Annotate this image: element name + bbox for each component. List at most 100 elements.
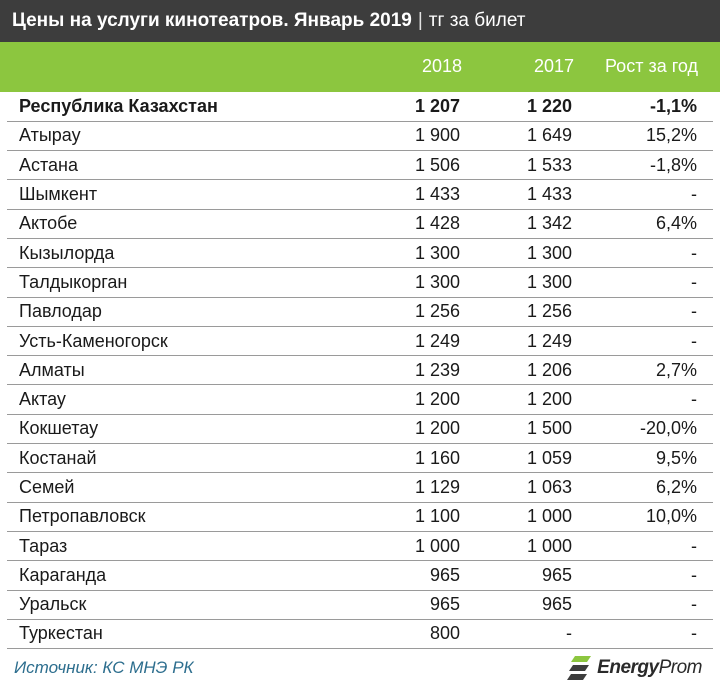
region-name-cell: Тараз bbox=[7, 531, 357, 562]
value-2018-cell: 1 000 bbox=[357, 531, 462, 562]
value-2018-cell: 1 207 bbox=[357, 92, 462, 122]
table-row: Атырау 1 900 1 649 15,2% bbox=[7, 121, 713, 152]
value-2017-cell: 1 200 bbox=[462, 384, 574, 415]
growth-cell: - bbox=[574, 179, 713, 210]
table-row: Алматы 1 239 1 206 2,7% bbox=[7, 355, 713, 386]
value-2017-cell: 1 500 bbox=[462, 414, 574, 445]
table-row: Талдыкорган 1 300 1 300- bbox=[7, 267, 713, 298]
value-2017-cell: 965 bbox=[462, 590, 574, 620]
prices-table: Республика Казахстан 1 207 1 220 -1,1% Атыра… bbox=[7, 92, 713, 650]
growth-cell: - bbox=[574, 326, 713, 357]
growth-cell: - bbox=[574, 531, 713, 562]
value-2018-cell: 1 433 bbox=[357, 179, 462, 210]
value-2018-cell: 1 428 bbox=[357, 209, 462, 239]
table-row: Уральск 965 965- bbox=[7, 590, 713, 620]
table-row: Семей 1 129 1 063 6,2% bbox=[7, 472, 713, 503]
growth-cell: -20,0% bbox=[574, 414, 713, 445]
region-name-cell: Караганда bbox=[7, 560, 357, 591]
column-header-growth: Рост за год bbox=[604, 56, 698, 76]
value-2018-cell: 1 249 bbox=[357, 326, 462, 357]
region-name-cell: Туркестан bbox=[7, 619, 357, 650]
growth-cell: 6,4% bbox=[574, 209, 713, 239]
column-header-row: 2018 2017 Рост за год bbox=[0, 42, 720, 92]
table-row: Шымкент 1 433 1 433- bbox=[7, 179, 713, 210]
logo-text-suffix: Prom bbox=[658, 657, 703, 678]
growth-cell: - bbox=[574, 560, 713, 591]
value-2017-cell: 1 000 bbox=[462, 531, 574, 562]
region-name-cell: Костанай bbox=[7, 443, 357, 474]
region-name-cell: Уральск bbox=[7, 590, 357, 620]
growth-cell: - bbox=[574, 590, 713, 620]
value-2018-cell: 1 200 bbox=[357, 384, 462, 415]
region-name-cell: Шымкент bbox=[7, 179, 357, 210]
region-name-cell: Кокшетау bbox=[7, 414, 357, 445]
growth-cell: - bbox=[574, 297, 713, 327]
value-2017-cell: 1 249 bbox=[462, 326, 574, 357]
column-header-2018: 2018 bbox=[421, 56, 462, 76]
table-row: Актобе 1 428 1 342 6,4% bbox=[7, 209, 713, 239]
growth-cell: 2,7% bbox=[574, 355, 713, 386]
table-row: Актау 1 200 1 200- bbox=[7, 384, 713, 415]
growth-cell: 10,0% bbox=[574, 502, 713, 532]
table-row: Кызылорда 1 300 1 300- bbox=[7, 238, 713, 269]
value-2017-cell: 1 533 bbox=[462, 150, 574, 181]
table-row: Астана 1 506 1 533 -1,8% bbox=[7, 150, 713, 181]
region-name-cell: Павлодар bbox=[7, 297, 357, 327]
growth-cell: 6,2% bbox=[574, 472, 713, 503]
growth-cell: - bbox=[574, 267, 713, 298]
value-2017-cell: 1 256 bbox=[462, 297, 574, 327]
title-unit: тг за билет bbox=[428, 10, 526, 31]
growth-cell: - bbox=[574, 619, 713, 650]
table-title: Цены на услуги кинотеатров. Январь 2019 bbox=[12, 10, 412, 31]
value-2018-cell: 1 239 bbox=[357, 355, 462, 386]
value-2018-cell: 1 300 bbox=[357, 267, 462, 298]
logo-text: EnergyProm bbox=[597, 657, 702, 679]
value-2018-cell: 800 bbox=[357, 619, 462, 650]
region-name-cell: Петропавловск bbox=[7, 502, 357, 532]
value-2017-cell: 1 206 bbox=[462, 355, 574, 386]
value-2018-cell: 1 200 bbox=[357, 414, 462, 445]
energyprom-logo: EnergyProm bbox=[567, 654, 703, 682]
table-row: Усть-Каменогорск 1 249 1 249- bbox=[7, 326, 713, 357]
value-2017-cell: 965 bbox=[462, 560, 574, 591]
value-2018-cell: 1 160 bbox=[357, 443, 462, 474]
growth-cell: 15,2% bbox=[574, 121, 713, 152]
region-name-cell: Талдыкорган bbox=[7, 267, 357, 298]
region-name-cell: Кызылорда bbox=[7, 238, 357, 269]
value-2017-cell: 1 000 bbox=[462, 502, 574, 532]
region-name-cell: Актау bbox=[7, 384, 357, 415]
value-2018-cell: 1 300 bbox=[357, 238, 462, 269]
value-2018-cell: 965 bbox=[357, 590, 462, 620]
value-2017-cell: 1 063 bbox=[462, 472, 574, 503]
region-name-cell: Атырау bbox=[7, 121, 357, 152]
value-2017-cell: 1 300 bbox=[462, 238, 574, 269]
growth-cell: 9,5% bbox=[574, 443, 713, 474]
value-2017-cell: 1 649 bbox=[462, 121, 574, 152]
growth-cell: - bbox=[574, 384, 713, 415]
logo-text-main: Energy bbox=[597, 657, 659, 678]
table-row-total: Республика Казахстан 1 207 1 220 -1,1% bbox=[7, 92, 713, 122]
title-separator: | bbox=[417, 10, 423, 31]
table-title-bar: Цены на услуги кинотеатров. Январь 2019 … bbox=[0, 0, 720, 42]
energyprom-logo-icon bbox=[567, 656, 592, 680]
column-header-2017: 2017 bbox=[533, 56, 574, 76]
value-2018-cell: 1 506 bbox=[357, 150, 462, 181]
region-name-cell: Алматы bbox=[7, 355, 357, 386]
value-2018-cell: 1 900 bbox=[357, 121, 462, 152]
table-row: Петропавловск 1 100 1 000 10,0% bbox=[7, 502, 713, 532]
value-2017-cell: 1 433 bbox=[462, 179, 574, 210]
footer: Источник: КС МНЭ РК EnergyProm bbox=[0, 646, 720, 694]
source-note: Источник: КС МНЭ РК bbox=[14, 658, 194, 677]
value-2018-cell: 1 256 bbox=[357, 297, 462, 327]
value-2017-cell: 1 220 bbox=[462, 92, 574, 122]
table-row: Караганда 965 965- bbox=[7, 560, 713, 591]
value-2017-cell: - bbox=[462, 619, 574, 650]
value-2017-cell: 1 342 bbox=[462, 209, 574, 239]
table-row: Костанай 1 160 1 059 9,5% bbox=[7, 443, 713, 474]
region-name-cell: Семей bbox=[7, 472, 357, 503]
value-2017-cell: 1 300 bbox=[462, 267, 574, 298]
value-2017-cell: 1 059 bbox=[462, 443, 574, 474]
table-row: Туркестан 800- - bbox=[7, 619, 713, 650]
growth-cell: -1,1% bbox=[574, 92, 713, 122]
table-row: Павлодар 1 256 1 256- bbox=[7, 297, 713, 327]
